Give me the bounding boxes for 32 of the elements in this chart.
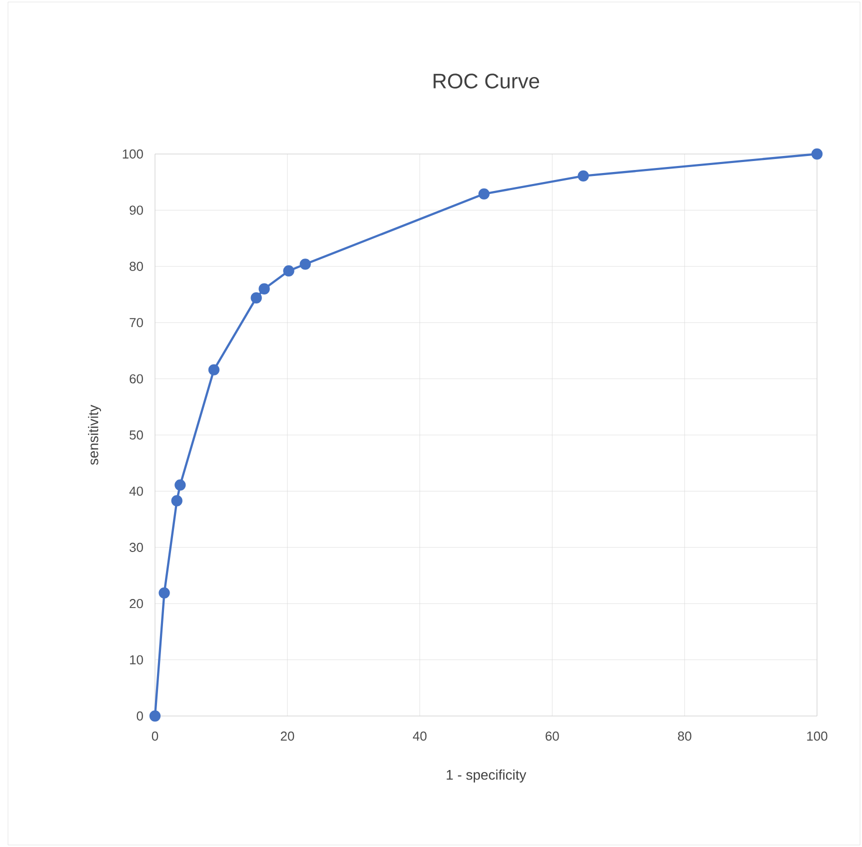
y-tick-label: 30 (130, 542, 143, 552)
x-tick-label: 60 (546, 732, 559, 741)
y-tick-label: 10 (130, 655, 143, 664)
point (149, 710, 161, 722)
x-axis-title: 1 - specificity (446, 770, 526, 783)
point (174, 479, 186, 491)
x-tick-label: 80 (678, 732, 692, 741)
y-tick-label: 20 (130, 599, 143, 608)
point (811, 148, 823, 160)
y-tick-label: 50 (130, 430, 143, 440)
point (208, 364, 220, 376)
point (578, 170, 589, 182)
y-axis-title: sensitivity (88, 404, 102, 465)
x-tick-label: 40 (412, 732, 427, 741)
x-tick-label: 100 (807, 732, 828, 741)
y-tick-label: 40 (129, 486, 143, 496)
chart-title: ROC Curve (434, 74, 540, 88)
point (300, 258, 311, 270)
point (258, 283, 270, 294)
x-tick-label: 0 (152, 732, 158, 741)
y-tick-label: 90 (130, 206, 143, 215)
y-tick-label: 0 (136, 711, 143, 721)
x-tick-label: 20 (280, 732, 294, 741)
point (171, 495, 182, 506)
y-tick-label: 70 (130, 318, 143, 328)
point (283, 265, 294, 276)
y-tick-label: 60 (130, 374, 143, 384)
point (158, 587, 170, 598)
y-tick-label: 80 (130, 262, 143, 271)
point (478, 188, 490, 200)
y-tick-label: 100 (122, 149, 143, 159)
point (250, 292, 262, 304)
